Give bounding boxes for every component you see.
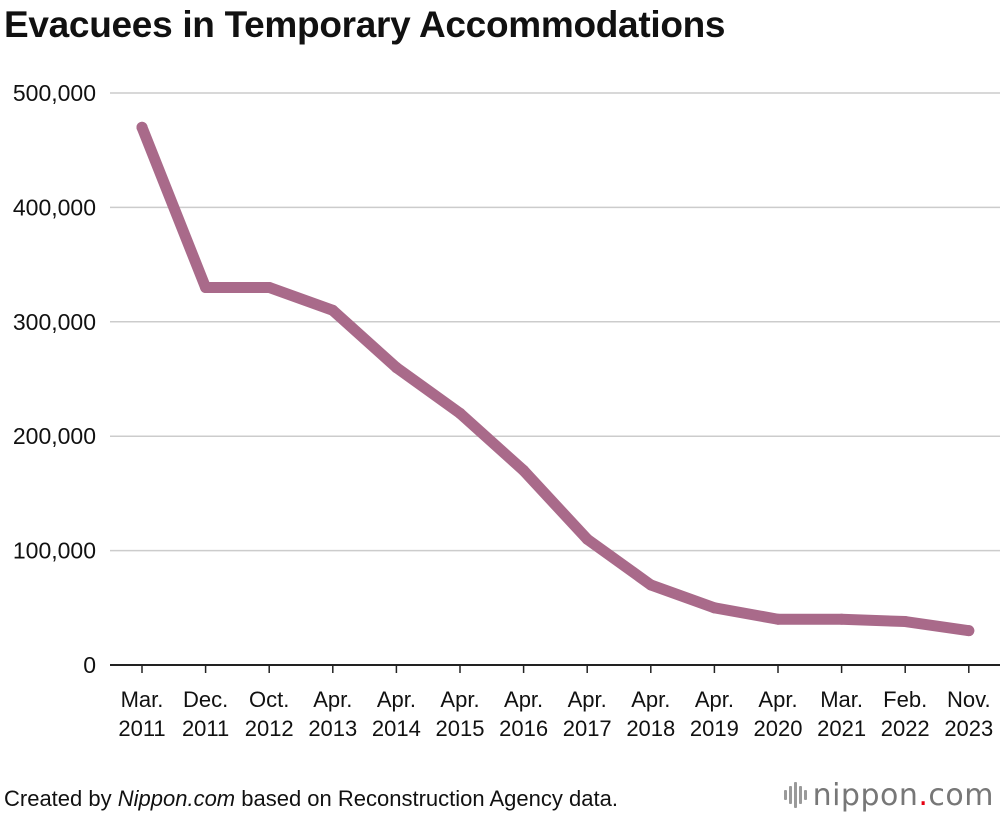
x-tick-label: Apr. 2018 [626,687,675,741]
data-point [836,613,848,625]
x-axis [110,664,1000,673]
nippon-logo: nippon.com [783,777,994,813]
x-tick-label: Mar. 2011 [118,687,165,741]
source-name: Nippon.com [117,786,236,811]
gridlines [110,92,1000,552]
x-tick-label: Dec. 2011 [182,687,229,741]
y-tick-label: 400,000 [13,194,96,220]
source-prefix: Created by [4,786,118,811]
series-line [136,121,975,637]
x-tick-label: Apr. 2017 [563,687,612,741]
x-tick-label: Apr. 2016 [499,687,548,741]
x-tick-label: Apr. 2013 [308,687,357,741]
y-tick-label: 300,000 [13,309,96,335]
x-tick-label: Oct. 2012 [245,687,294,741]
y-tick-label: 0 [83,652,96,678]
line-chart: 0 100,000 200,000 300,000 400,000 500,000 Mar… [13,80,1000,741]
data-point [136,121,148,133]
logo-wordmark: nippon.com [812,777,994,813]
y-tick-label: 500,000 [13,80,96,106]
data-point [518,465,530,477]
x-tick-label: Apr. 2019 [690,687,739,741]
data-point [454,407,466,419]
y-tick-label: 100,000 [13,538,96,564]
data-point [200,281,212,293]
chart-title: Evacuees in Temporary Accommodations [4,4,726,45]
data-point [390,362,402,374]
data-point [581,533,593,545]
x-axis-tick-labels: Mar. 2011 Dec. 2011 Oct. 2012 Apr. 2013 Apr. 2014… [118,687,993,741]
source-suffix: based on Reconstruction Agency data. [235,786,618,811]
data-point [963,625,975,637]
x-tick-label: Nov. 2023 [944,687,993,741]
data-point [263,281,275,293]
data-point [899,616,911,628]
x-tick-label: Mar. 2021 [817,687,866,741]
source-note: Created by Nippon.com based on Reconstru… [4,786,618,812]
logo-bars-icon [783,780,807,810]
data-point [645,579,657,591]
x-tick-label: Apr. 2020 [754,687,803,741]
x-tick-label: Feb. 2022 [881,687,930,741]
x-tick-label: Apr. 2015 [436,687,485,741]
data-series [136,121,975,637]
data-point [708,602,720,614]
x-tick-label: Apr. 2014 [372,687,421,741]
y-axis-tick-labels: 0 100,000 200,000 300,000 400,000 500,000 [13,80,96,678]
data-point [327,304,339,316]
y-tick-label: 200,000 [13,423,96,449]
data-point [772,613,784,625]
